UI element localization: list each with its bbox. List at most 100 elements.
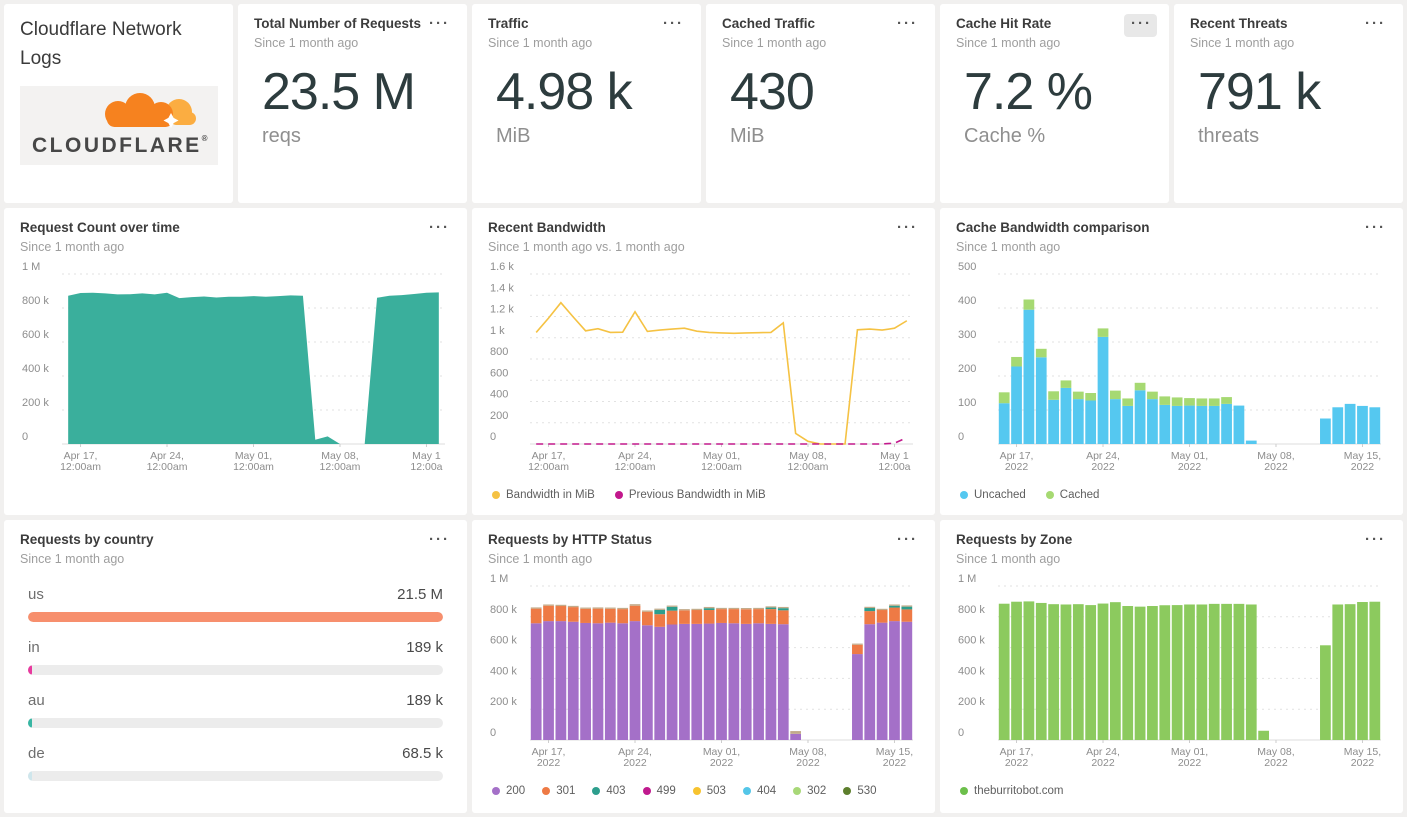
svg-text:1 M: 1 M [490,573,508,585]
country-label: us [28,585,44,603]
country-bar-track [28,717,443,728]
stat-value: 430 [730,62,815,121]
chart-legend: 200301403499503404302530526524 [488,785,919,813]
svg-text:12:00am: 12:00am [60,461,101,473]
country-value: 21.5 M [397,585,443,603]
panel-cache-hit-rate: Cache Hit Rate Since 1 month ago ··· 7.2… [940,4,1169,203]
legend-dot-icon [614,490,623,499]
panel-recent-bandwidth: Recent Bandwidth Since 1 month ago vs. 1… [472,208,935,515]
legend-label: Previous Bandwidth in MiB [628,488,766,501]
legend-item[interactable]: 301 [542,785,575,797]
panel-subtitle: Since 1 month ago [956,551,1061,566]
svg-text:2022: 2022 [1264,461,1288,473]
country-row: in 189 k [28,639,443,675]
panel-menu-icon[interactable]: ··· [422,530,455,553]
panel-request-count: Request Count over time Since 1 month ag… [4,208,467,515]
svg-text:May 01,: May 01, [235,450,272,462]
svg-text:May 08,: May 08, [789,746,826,758]
legend-item[interactable]: 200 [492,785,525,797]
country-label: de [28,744,45,762]
svg-text:May 15,: May 15, [876,746,913,758]
svg-text:600 k: 600 k [958,634,985,646]
panel-menu-icon[interactable]: ··· [656,14,689,37]
legend-dot-icon [1045,490,1054,499]
svg-text:1 M: 1 M [958,573,976,585]
svg-text:400 k: 400 k [22,363,49,375]
legend-item[interactable]: 403 [592,785,626,797]
svg-text:12:00a: 12:00a [410,461,442,473]
svg-text:400: 400 [490,388,508,400]
svg-text:1 M: 1 M [22,261,40,273]
panel-title: Request Count over time [20,220,180,235]
legend-item[interactable]: Uncached [960,489,1026,501]
legend-item[interactable]: Previous Bandwidth in MiB [614,488,766,501]
svg-text:2022: 2022 [537,757,561,769]
legend-item[interactable]: 499 [642,785,676,797]
panel-menu-icon[interactable]: ··· [890,530,923,553]
svg-text:May 1: May 1 [880,450,909,462]
svg-text:12:00am: 12:00am [701,461,742,473]
svg-text:200 k: 200 k [490,696,517,708]
svg-text:May 08,: May 08, [789,450,826,462]
svg-text:12:00a: 12:00a [878,461,910,473]
panel-menu-icon[interactable]: ··· [890,218,923,241]
country-row: us 21.5 M [28,586,443,622]
country-value: 189 k [406,691,443,709]
panel-subtitle: Since 1 month ago [20,551,125,566]
panel-recent-threats: Recent Threats Since 1 month ago ··· 791… [1174,4,1403,203]
country-label: in [28,638,40,656]
legend-item[interactable]: 503 [692,785,726,797]
panel-subtitle: Since 1 month ago [956,35,1061,50]
svg-text:May 01,: May 01, [1171,746,1208,758]
legend-item[interactable]: Cached [1045,489,1099,501]
legend-item[interactable]: 530 [843,785,877,797]
svg-text:May 08,: May 08, [1257,450,1294,462]
panel-menu-icon[interactable]: ··· [890,14,923,37]
svg-text:May 15,: May 15, [1344,746,1381,758]
country-bar-fill [28,770,32,781]
svg-text:0: 0 [958,431,964,443]
cloudflare-wordmark: CLOUDFLARE® [32,134,208,157]
legend-label: 302 [807,784,827,797]
panel-menu-icon[interactable]: ··· [422,14,455,37]
svg-text:0: 0 [22,431,28,443]
svg-text:2022: 2022 [1005,461,1029,473]
panel-title: Cached Traffic [722,16,816,31]
panel-menu-icon[interactable]: ··· [1358,530,1391,553]
panel-title: Requests by HTTP Status [488,532,653,547]
stat-value: 23.5 M [262,62,416,121]
legend-dot-icon [492,490,500,499]
country-row: de 68.5 k [28,745,443,781]
panel-title: Recent Threats [1190,16,1288,31]
cloudflare-logo: CLOUDFLARE® [20,86,218,165]
svg-text:12:00am: 12:00am [528,461,569,473]
chart-legend: theburritobot.com [956,785,1387,797]
legend-dot-icon [492,786,500,795]
panel-menu-icon[interactable]: ··· [422,218,455,241]
panel-subtitle: Since 1 month ago vs. 1 month ago [488,239,685,254]
svg-text:600 k: 600 k [490,634,517,646]
legend-item[interactable]: theburritobot.com [960,785,1064,797]
panel-menu-icon[interactable]: ··· [1124,14,1157,37]
legend-dot-icon [542,786,551,795]
svg-text:Apr 17,: Apr 17, [532,746,566,758]
svg-text:12:00am: 12:00am [788,461,829,473]
panel-logo: Cloudflare Network Logs CLOUDFLARE® [4,4,233,203]
legend-label: 200 [506,784,526,797]
panel-traffic: Traffic Since 1 month ago ··· 4.98 k MiB [472,4,701,203]
legend-item[interactable]: Bandwidth in MiB [492,489,595,501]
panel-menu-icon[interactable]: ··· [1358,218,1391,241]
registered-mark: ® [201,134,208,143]
cloudflare-cloud-icon [105,93,196,128]
legend-item[interactable]: 404 [742,785,776,797]
panel-menu-icon[interactable]: ··· [1358,14,1391,37]
legend-dot-icon [960,786,968,795]
legend-item[interactable]: 302 [793,785,826,797]
chart-legend: Uncached Cached [956,489,1387,501]
svg-text:2022: 2022 [623,757,647,769]
